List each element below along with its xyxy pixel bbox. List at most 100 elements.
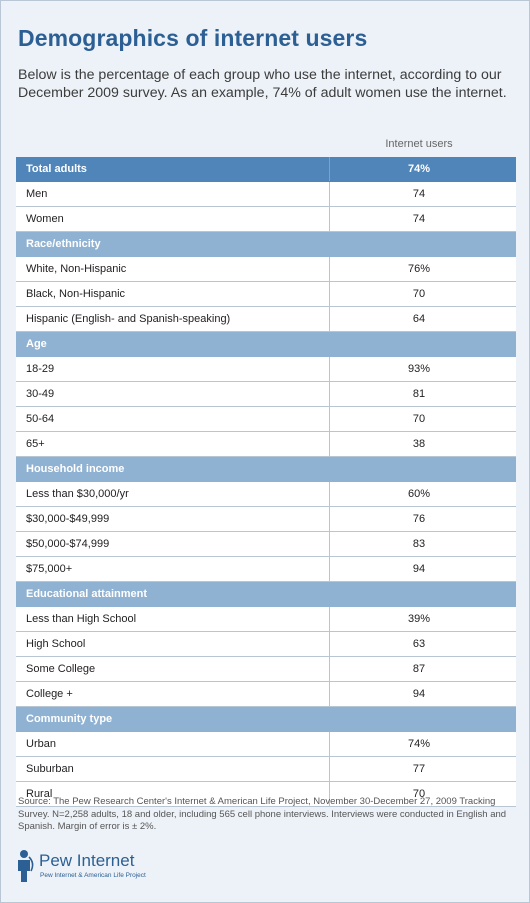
column-divider <box>329 182 330 206</box>
table-row: Suburban 77 <box>16 757 516 782</box>
row-value: 39% <box>407 613 431 625</box>
chart-subtitle: Below is the percentage of each group wh… <box>18 67 507 101</box>
row-label: 30-49 <box>26 388 55 400</box>
row-label: Urban <box>26 738 56 750</box>
table-row: 30-49 81 <box>16 382 516 407</box>
table-row: College + 94 <box>16 682 516 707</box>
row-value: 81 <box>412 388 426 400</box>
row-value: 74% <box>407 163 431 175</box>
column-divider <box>329 657 330 681</box>
chart-title: Demographics of internet users <box>18 25 368 51</box>
group-header-row: Community type <box>16 707 516 732</box>
table-row: $30,000-$49,999 76 <box>16 507 516 532</box>
column-divider <box>329 357 330 381</box>
row-value: 87 <box>412 663 426 675</box>
source-footnote: Source: The Pew Research Center's Intern… <box>18 796 507 832</box>
table-row: Rural 70 <box>16 782 516 807</box>
row-label: Age <box>26 338 47 350</box>
column-divider <box>329 407 330 431</box>
column-divider <box>329 782 330 806</box>
table-row: Women 74 <box>16 207 516 232</box>
table-row: Hispanic (English- and Spanish-speaking)… <box>16 307 516 332</box>
table-row: $75,000+ 94 <box>16 557 516 582</box>
row-value: 38 <box>412 438 426 450</box>
row-label: $50,000-$74,999 <box>26 538 110 550</box>
row-label: College + <box>26 688 73 700</box>
table-row: Men 74 <box>16 182 516 207</box>
person-icon <box>18 850 34 882</box>
table-row: White, Non-Hispanic 76% <box>16 257 516 282</box>
row-value: 64 <box>412 313 426 325</box>
row-label: 65+ <box>26 438 45 450</box>
row-value: 77 <box>412 763 426 775</box>
row-value: 70 <box>412 413 426 425</box>
table-row: Less than $30,000/yr 60% <box>16 482 516 507</box>
row-value: 76 <box>412 513 426 525</box>
column-divider <box>329 157 330 181</box>
row-value: 60% <box>407 488 431 500</box>
row-label: Rural <box>26 788 53 800</box>
group-header-row: Race/ethnicity <box>16 232 516 257</box>
column-divider <box>329 757 330 781</box>
row-label: Total adults <box>26 163 87 175</box>
row-label: White, Non-Hispanic <box>26 263 127 275</box>
row-value: 74 <box>412 188 426 200</box>
row-value: 74% <box>407 738 431 750</box>
row-value: 70 <box>412 788 426 800</box>
column-divider <box>329 432 330 456</box>
row-label: Men <box>26 188 48 200</box>
row-label: 18-29 <box>26 363 55 375</box>
table-row: $50,000-$74,999 83 <box>16 532 516 557</box>
column-divider <box>329 557 330 581</box>
table-row: Some College 87 <box>16 657 516 682</box>
column-divider <box>329 682 330 706</box>
row-value: 74 <box>412 213 426 225</box>
total-row: Total adults 74% <box>16 157 516 182</box>
pew-internet-logo: Pew Internet Pew Internet & American Lif… <box>15 849 235 883</box>
row-label: Suburban <box>26 763 74 775</box>
table-row: 65+ 38 <box>16 432 516 457</box>
table-row: High School 63 <box>16 632 516 657</box>
column-divider <box>329 257 330 281</box>
column-header: Internet users <box>385 138 453 150</box>
row-label: Black, Non-Hispanic <box>26 288 126 300</box>
data-table: Total adults 74% Men 74 Women 74 Race/ethnicit… <box>16 157 516 807</box>
column-divider <box>329 307 330 331</box>
table-row: 18-29 93% <box>16 357 516 382</box>
row-label: Community type <box>26 713 113 725</box>
row-label: 50-64 <box>26 413 55 425</box>
row-label: $30,000-$49,999 <box>26 513 110 525</box>
row-label: Some College <box>26 663 96 675</box>
group-header-row: Age <box>16 332 516 357</box>
row-value: 93% <box>407 363 431 375</box>
row-label: Less than $30,000/yr <box>26 488 129 500</box>
column-divider <box>329 207 330 231</box>
column-divider <box>329 507 330 531</box>
row-label: High School <box>26 638 86 650</box>
row-label: Household income <box>26 463 125 475</box>
column-divider <box>329 732 330 756</box>
row-label: $75,000+ <box>26 563 73 575</box>
row-label: Less than High School <box>26 613 137 625</box>
table-row: Less than High School 39% <box>16 607 516 632</box>
row-label: Race/ethnicity <box>26 238 101 250</box>
group-header-row: Educational attainment <box>16 582 516 607</box>
table-row: Urban 74% <box>16 732 516 757</box>
row-value: 63 <box>412 638 426 650</box>
column-divider <box>329 532 330 556</box>
column-divider <box>329 282 330 306</box>
row-value: 83 <box>412 538 426 550</box>
column-divider <box>329 482 330 506</box>
group-header-row: Household income <box>16 457 516 482</box>
table-row: Black, Non-Hispanic 70 <box>16 282 516 307</box>
column-divider <box>329 607 330 631</box>
logo-tagline: Pew Internet & American Life Project <box>40 872 146 879</box>
column-divider <box>329 632 330 656</box>
row-value: 70 <box>412 288 426 300</box>
column-divider <box>329 382 330 406</box>
row-value: 94 <box>412 688 426 700</box>
row-label: Hispanic (English- and Spanish-speaking) <box>26 313 231 325</box>
row-label: Educational attainment <box>26 588 148 600</box>
row-value: 94 <box>412 563 426 575</box>
